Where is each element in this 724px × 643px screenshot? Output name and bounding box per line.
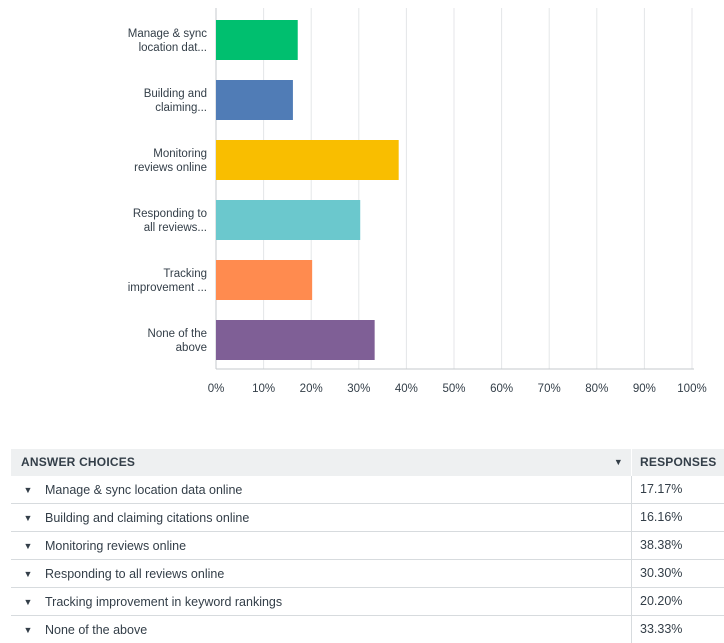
expand-caret-icon[interactable]: ▼ [23, 624, 33, 635]
expand-caret-icon[interactable]: ▼ [23, 540, 33, 551]
response-value: 16.16% [631, 504, 724, 531]
bar [216, 320, 375, 360]
answer-table: ANSWER CHOICES ▼ RESPONSES ▼ Manage & syn… [11, 449, 724, 643]
answer-choice-label: Building and claiming citations online [45, 510, 250, 525]
answer-choice-label: Monitoring reviews online [45, 538, 187, 553]
answer-choice-cell: ▼ Building and claiming citations online [11, 504, 631, 531]
response-value: 20.20% [631, 588, 724, 615]
expand-caret-icon[interactable]: ▼ [23, 568, 33, 579]
bar [216, 200, 361, 240]
x-tick-label: 90% [633, 383, 656, 395]
category-label: claiming... [155, 102, 207, 114]
x-tick-label: 80% [585, 383, 608, 395]
category-label: improvement ... [128, 282, 207, 294]
table-row: ▼ Building and claiming citations online 1… [11, 504, 724, 532]
category-label: above [176, 342, 207, 354]
table-row: ▼ Tracking improvement in keyword ranking… [11, 588, 724, 616]
table-body: ▼ Manage & sync location data online 17.17… [11, 476, 724, 643]
category-label: Manage & sync [128, 28, 208, 40]
bar-chart: 0% 10% 20% 30% 40% 50% 60% 70% 80% 90% 100% Manage … [128, 8, 707, 395]
x-tick-label: 60% [490, 383, 513, 395]
category-label: location dat... [139, 42, 207, 54]
bar [216, 80, 293, 120]
answer-choices-header[interactable]: ANSWER CHOICES ▼ [11, 449, 631, 476]
sort-caret-icon[interactable]: ▼ [613, 457, 623, 467]
x-tick-label: 50% [442, 383, 465, 395]
x-tick-label: 10% [252, 383, 275, 395]
x-tick-label: 40% [395, 383, 418, 395]
table-header: ANSWER CHOICES ▼ RESPONSES [11, 449, 724, 476]
response-value: 30.30% [631, 560, 724, 587]
answer-choice-cell: ▼ Manage & sync location data online [11, 476, 631, 503]
category-label: Monitoring [153, 148, 207, 160]
bar [216, 20, 298, 60]
answer-choice-label: Responding to all reviews online [45, 566, 225, 581]
table-row: ▼ Manage & sync location data online 17.17… [11, 476, 724, 504]
response-value: 33.33% [631, 616, 724, 643]
category-label: reviews online [134, 162, 207, 174]
x-tick-label: 20% [300, 383, 323, 395]
answer-choice-cell: ▼ Monitoring reviews online [11, 532, 631, 559]
answer-choice-label: None of the above [45, 622, 148, 637]
expand-caret-icon[interactable]: ▼ [23, 596, 33, 607]
answer-choices-header-label: ANSWER CHOICES [21, 455, 136, 469]
responses-header: RESPONSES [631, 449, 724, 476]
category-label: None of the [148, 328, 207, 340]
expand-caret-icon[interactable]: ▼ [23, 484, 33, 495]
response-value: 38.38% [631, 532, 724, 559]
category-label: Building and [144, 88, 207, 100]
answer-choice-cell: ▼ Responding to all reviews online [11, 560, 631, 587]
response-value: 17.17% [631, 476, 724, 503]
x-tick-label: 100% [677, 383, 706, 395]
table-row: ▼ Monitoring reviews online 38.38% [11, 532, 724, 560]
bar [216, 260, 313, 300]
answer-choice-cell: ▼ None of the above [11, 616, 631, 643]
x-tick-label: 70% [538, 383, 561, 395]
category-label: Tracking [163, 268, 207, 280]
answer-choice-label: Tracking improvement in keyword rankings [45, 594, 283, 609]
x-tick-label: 0% [208, 383, 225, 395]
category-label: Responding to [133, 208, 207, 220]
table-row: ▼ Responding to all reviews online 30.30% [11, 560, 724, 588]
bar [216, 140, 399, 180]
category-label: all reviews... [144, 222, 207, 234]
answer-choice-label: Manage & sync location data online [45, 482, 243, 497]
x-tick-label: 30% [347, 383, 370, 395]
expand-caret-icon[interactable]: ▼ [23, 512, 33, 523]
table-row: ▼ None of the above 33.33% [11, 616, 724, 643]
answer-choice-cell: ▼ Tracking improvement in keyword ranking… [11, 588, 631, 615]
